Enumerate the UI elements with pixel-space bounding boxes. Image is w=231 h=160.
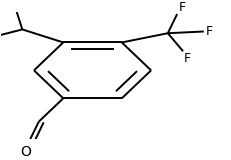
Text: F: F [184,52,191,65]
Text: F: F [179,1,186,14]
Text: O: O [21,145,32,160]
Text: F: F [206,25,213,38]
